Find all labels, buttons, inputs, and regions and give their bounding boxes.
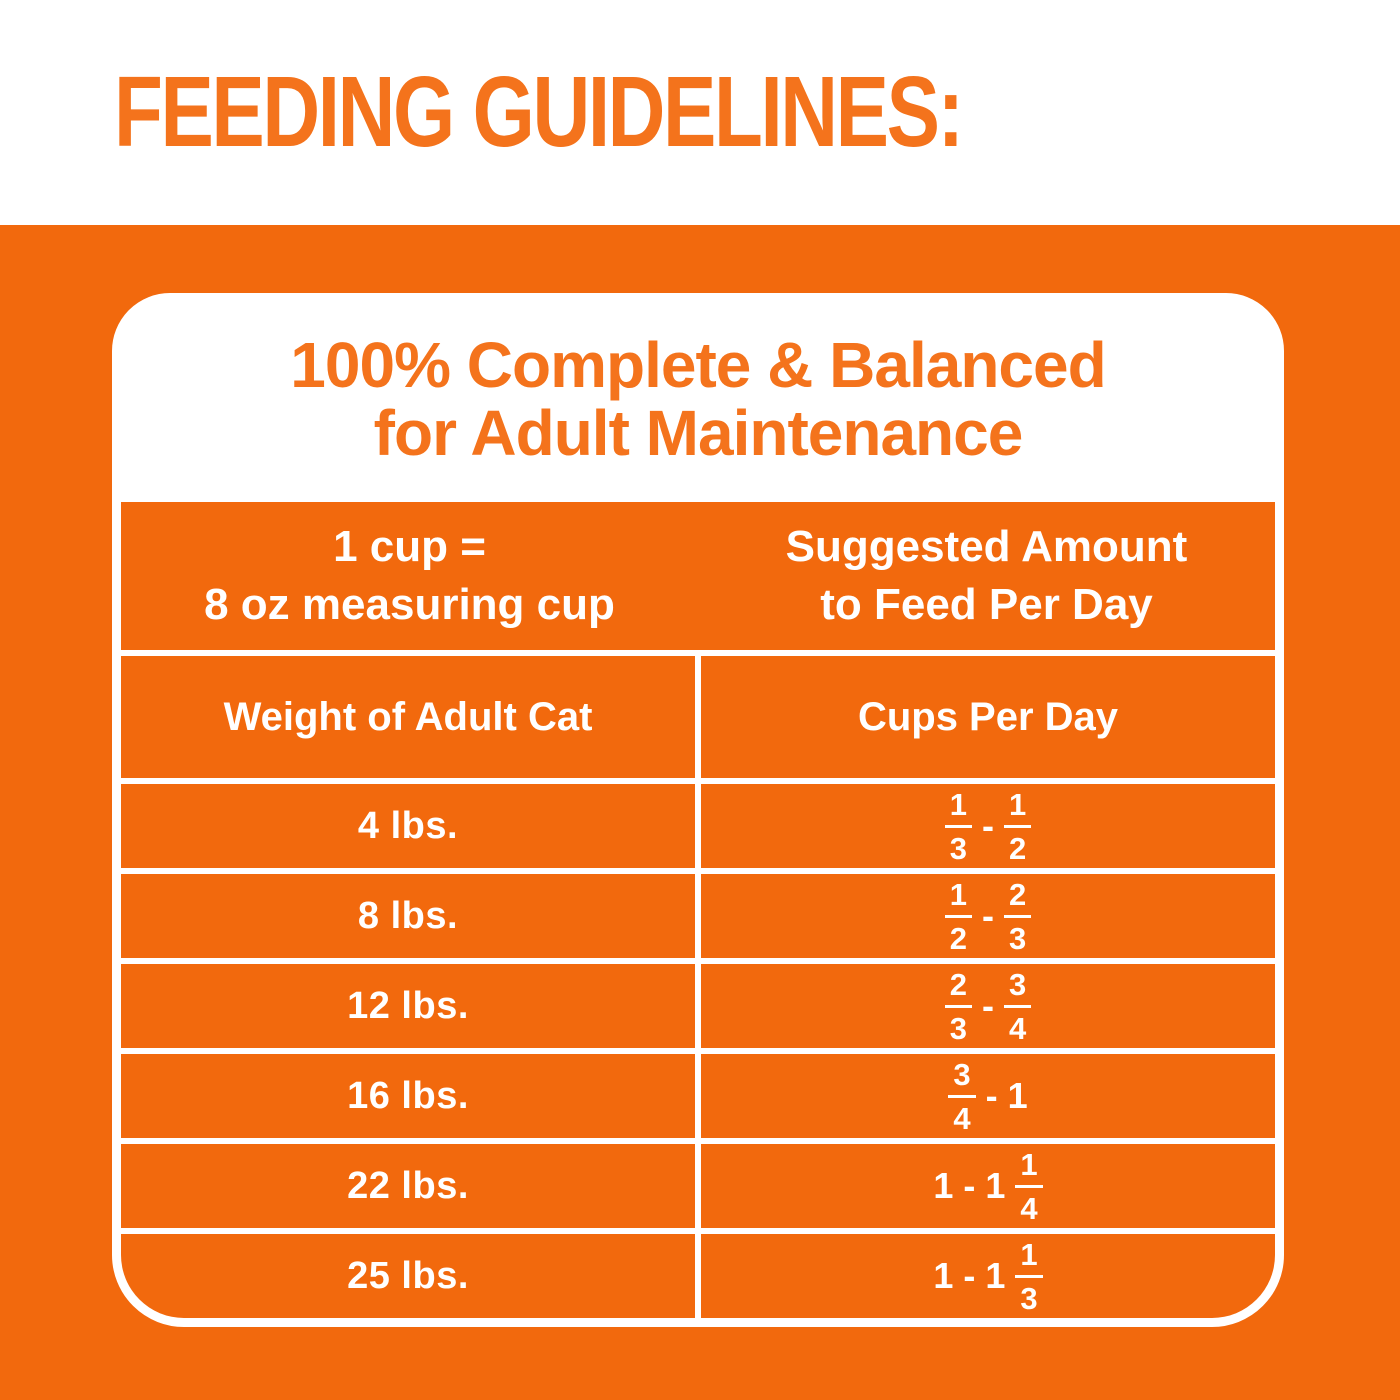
feeding-card: 100% Complete & Balanced for Adult Maint… <box>112 293 1284 1327</box>
cup-measure-line1: 1 cup = <box>333 521 486 571</box>
column-header-weight: Weight of Adult Cat <box>121 656 695 778</box>
suggested-amount-note: Suggested Amount to Feed Per Day <box>698 518 1275 634</box>
page-title: FEEDING GUIDELINES: <box>114 56 964 168</box>
column-header-cups: Cups Per Day <box>701 656 1275 778</box>
measure-note-band: 1 cup = 8 oz measuring cup Suggested Amo… <box>121 502 1275 650</box>
cups-text: 1 - 1 <box>933 1255 1006 1296</box>
weight-cell: 16 lbs. <box>121 1054 695 1138</box>
suggested-amount-line2: to Feed Per Day <box>820 580 1153 629</box>
weight-cell: 12 lbs. <box>121 964 695 1048</box>
weight-cell: 8 lbs. <box>121 874 695 958</box>
feeding-table: 1 cup = 8 oz measuring cup Suggested Amo… <box>121 502 1275 1318</box>
cup-measure-line2: 8 oz measuring cup <box>204 580 615 629</box>
top-header-band: FEEDING GUIDELINES: <box>0 0 1400 225</box>
cups-text: - <box>982 805 994 846</box>
card-heading: 100% Complete & Balanced for Adult Maint… <box>121 302 1275 502</box>
suggested-amount-line1: Suggested Amount <box>785 521 1188 571</box>
card-heading-line2: for Adult Maintenance <box>373 397 1024 469</box>
cups-text: - <box>982 895 994 936</box>
cups-text: 1 - 1 <box>933 1165 1006 1206</box>
card-heading-line1: 100% Complete & Balanced <box>290 328 1106 401</box>
cups-text: - <box>985 1075 998 1116</box>
weight-cell: 22 lbs. <box>121 1144 695 1228</box>
orange-background: 100% Complete & Balanced for Adult Maint… <box>0 225 1400 1400</box>
cups-text: - <box>982 985 994 1026</box>
cup-measure-note: 1 cup = 8 oz measuring cup <box>121 518 698 634</box>
cups-text: 1 <box>1007 1075 1028 1116</box>
weight-cell: 4 lbs. <box>121 784 695 868</box>
weight-cell: 25 lbs. <box>121 1234 695 1318</box>
